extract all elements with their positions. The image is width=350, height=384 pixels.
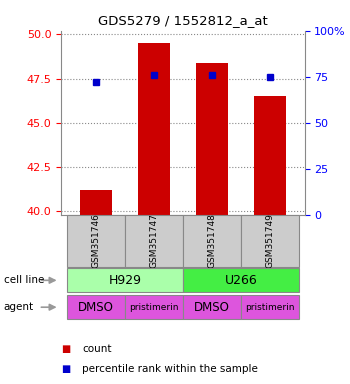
Bar — [254, 96, 286, 215]
Bar — [67, 295, 125, 319]
Text: GSM351747: GSM351747 — [149, 214, 159, 268]
Text: ■: ■ — [61, 344, 70, 354]
Text: cell line: cell line — [4, 275, 44, 285]
Text: pristimerin: pristimerin — [129, 303, 178, 312]
Bar — [138, 43, 170, 215]
Text: pristimerin: pristimerin — [245, 303, 294, 312]
Text: DMSO: DMSO — [194, 301, 230, 314]
Text: DMSO: DMSO — [78, 301, 114, 314]
Text: ■: ■ — [61, 364, 70, 374]
Bar — [196, 63, 228, 215]
Text: GSM351746: GSM351746 — [91, 214, 100, 268]
Text: GSM351748: GSM351748 — [207, 214, 216, 268]
Bar — [183, 268, 299, 293]
Text: GSM351749: GSM351749 — [265, 214, 274, 268]
Bar — [183, 215, 241, 267]
Bar — [67, 215, 125, 267]
Bar — [80, 190, 112, 215]
Text: U266: U266 — [224, 274, 257, 287]
Bar — [241, 215, 299, 267]
Title: GDS5279 / 1552812_a_at: GDS5279 / 1552812_a_at — [98, 14, 268, 27]
Text: H929: H929 — [108, 274, 141, 287]
Bar — [125, 215, 183, 267]
Bar — [125, 295, 183, 319]
Bar — [183, 295, 241, 319]
Text: percentile rank within the sample: percentile rank within the sample — [82, 364, 258, 374]
Text: count: count — [82, 344, 112, 354]
Bar — [67, 268, 183, 293]
Bar — [241, 295, 299, 319]
Text: agent: agent — [4, 302, 34, 312]
